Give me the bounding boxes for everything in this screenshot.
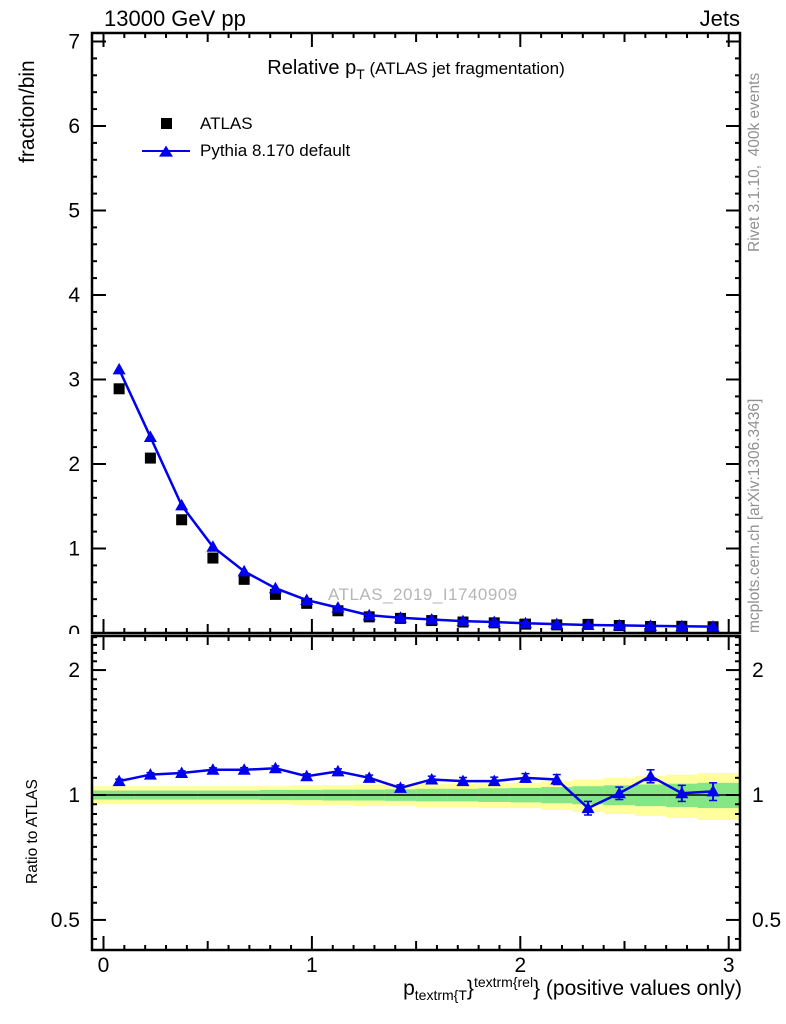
- legend: ATLAS Pythia 8.170 default: [138, 110, 350, 164]
- svg-text:1: 1: [306, 954, 318, 977]
- svg-text:0.5: 0.5: [752, 909, 781, 932]
- svg-text:6: 6: [68, 115, 80, 138]
- ratio-pythia-line: [118, 766, 714, 810]
- x-axis-title-subscript: textrm{T: [414, 987, 467, 1004]
- x-axis-title-brace1: }: [466, 977, 474, 1000]
- series-pythia-line: [117, 368, 714, 628]
- rivet-version-credit: Rivet 3.1.10, 400k events: [746, 72, 763, 252]
- series-pythia-points: [112, 362, 720, 632]
- svg-text:4: 4: [68, 284, 80, 307]
- x-axis-title-brace2: }: [533, 977, 541, 1000]
- svg-text:2: 2: [752, 659, 764, 682]
- x-axis-title: ptextrm{T}textrm{rel} (positive values o…: [92, 974, 742, 1003]
- axis-tick-labels: 0 1 2 3 4 5 6 7 0.5 0.5 1 1 2 2 0 1 2 3: [51, 31, 781, 978]
- svg-text:1: 1: [68, 538, 80, 561]
- pythia-line-marker: [138, 145, 194, 157]
- top-panel-y-axis-title: fraction/bin: [16, 60, 39, 163]
- svg-text:2: 2: [514, 954, 526, 977]
- svg-text:3: 3: [68, 369, 80, 392]
- legend-label-pythia: Pythia 8.170 default: [200, 140, 351, 160]
- plot-title: Relative pT (ATLAS jet fragmentation): [92, 57, 740, 82]
- ratio-pythia-points: [112, 761, 720, 814]
- analysis-watermark: ATLAS_2019_I1740909: [328, 585, 518, 604]
- mcplots-arxiv-credit: mcplots.cern.ch [arXiv:1306.3436]: [746, 398, 763, 633]
- legend-item-pythia: Pythia 8.170 default: [138, 137, 350, 164]
- series-atlas-points: [113, 383, 719, 633]
- blue-triangle-icon: [159, 145, 173, 157]
- axis-ticks: [92, 33, 740, 950]
- legend-label-atlas: ATLAS: [200, 113, 253, 133]
- ratio-panel-y-axis-title: Ratio to ATLAS: [24, 779, 41, 884]
- x-axis-title-rest: (positive values only): [540, 977, 742, 1000]
- svg-text:5: 5: [68, 200, 80, 223]
- x-axis-title-p: p: [403, 977, 415, 1000]
- svg-text:0: 0: [98, 954, 110, 977]
- blue-line-icon: [142, 145, 190, 157]
- plot-title-main: Relative p: [267, 57, 357, 79]
- analysis-group-label: Jets: [699, 6, 740, 31]
- atlas-square-marker: [138, 118, 194, 129]
- x-axis-title-superscript: textrm{rel: [473, 974, 534, 990]
- legend-item-atlas: ATLAS: [138, 110, 350, 137]
- svg-text:0: 0: [68, 622, 80, 645]
- svg-text:3: 3: [723, 954, 735, 977]
- svg-text:2: 2: [68, 659, 80, 682]
- beam-energy-label: 13000 GeV pp: [104, 6, 246, 31]
- svg-text:7: 7: [68, 31, 80, 54]
- plot-title-subscript: T: [356, 66, 365, 82]
- svg-text:1: 1: [68, 784, 80, 807]
- svg-text:1: 1: [752, 784, 764, 807]
- svg-text:2: 2: [68, 453, 80, 476]
- svg-text:0.5: 0.5: [51, 909, 80, 932]
- black-square-icon: [160, 118, 172, 129]
- plot-title-paren: (ATLAS jet fragmentation): [364, 59, 565, 78]
